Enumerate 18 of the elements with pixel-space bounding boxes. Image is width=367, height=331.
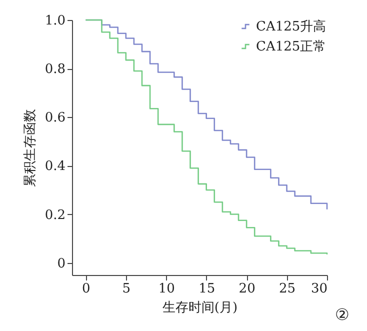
y-tick-label: 0.4 <box>44 159 66 174</box>
x-tick-label: 5 <box>122 282 131 296</box>
legend-label: CA125升高 <box>256 18 326 34</box>
x-tick-label: 15 <box>198 282 216 296</box>
x-tick-label: 10 <box>158 282 175 296</box>
legend-label: CA125正常 <box>256 40 326 54</box>
x-tick-label: 0 <box>82 282 90 296</box>
text: ② <box>335 305 349 324</box>
x-tick-label: 30 <box>310 282 328 296</box>
x-axis-title: 生存时间(月) <box>162 300 238 316</box>
x-tick-label: 20 <box>238 282 256 296</box>
y-tick-label: 0.2 <box>44 208 66 223</box>
y-axis-title: 累积生存函数 <box>22 109 38 187</box>
x-tick-label: 25 <box>279 282 296 296</box>
y-tick-label: 0.8 <box>44 62 66 78</box>
y-tick-label: 0 <box>57 256 66 272</box>
y-tick-label: 1.0 <box>44 14 66 28</box>
y-tick-label: 0.6 <box>44 110 66 126</box>
